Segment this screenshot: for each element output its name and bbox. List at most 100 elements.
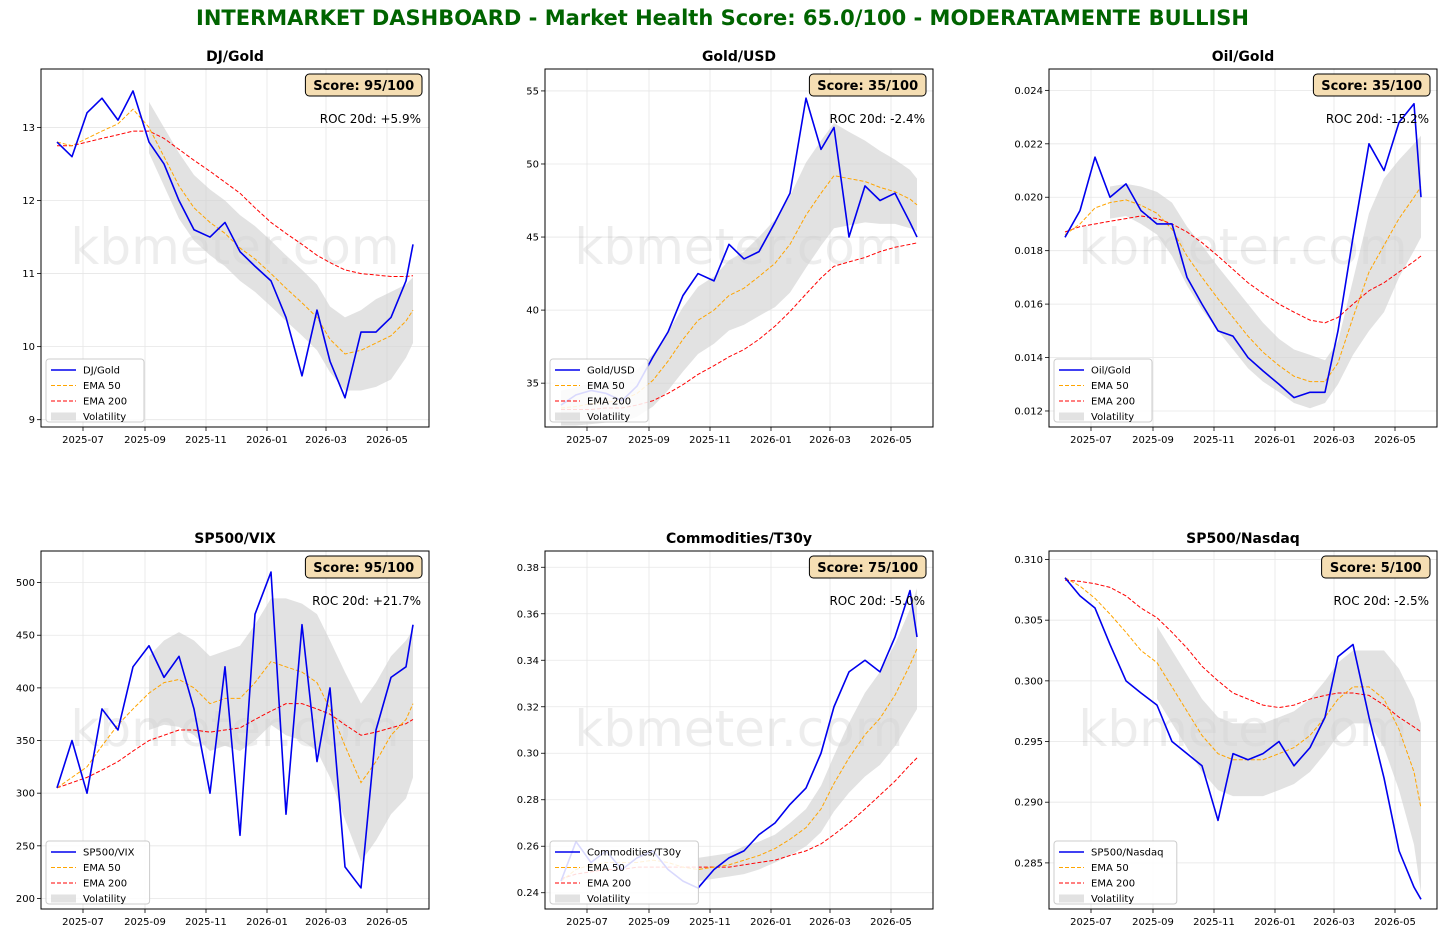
- x-tick-label: 2025-07: [62, 917, 104, 928]
- price-line: [56, 90, 414, 399]
- x-tick-label: 2025-07: [1070, 917, 1112, 928]
- x-tick-label: 2026-05: [870, 435, 912, 446]
- y-tick-label: 0.300: [1014, 676, 1043, 687]
- x-tick-label: 2026-03: [809, 435, 851, 446]
- legend-label: EMA 200: [1091, 397, 1135, 408]
- y-tick-label: 40: [526, 306, 539, 317]
- x-tick-label: 2026-03: [305, 435, 347, 446]
- legend-label: EMA 50: [587, 863, 625, 874]
- y-tick-label: 0.310: [1014, 555, 1043, 566]
- plot-frame: [40, 68, 430, 428]
- legend-label: EMA 200: [83, 397, 127, 408]
- score-label: Score: 35/100: [817, 79, 918, 94]
- legend-swatch: [1059, 412, 1084, 421]
- legend-label: EMA 200: [1091, 879, 1135, 890]
- y-tick-label: 0.022: [1014, 139, 1043, 150]
- legend-label: EMA 200: [587, 397, 631, 408]
- legend-label: Gold/USD: [587, 366, 635, 377]
- price-line: [1064, 102, 1422, 399]
- x-tick-label: 2026-01: [1254, 435, 1296, 446]
- x-tick-label: 2026-05: [870, 917, 912, 928]
- y-tick-label: 0.36: [517, 609, 539, 620]
- x-tick-label: 2026-01: [1254, 917, 1296, 928]
- x-tick-label: 2025-07: [1070, 435, 1112, 446]
- y-tick-label: 13: [22, 123, 35, 134]
- x-tick-label: 2025-11: [1193, 917, 1235, 928]
- roc-label: ROC 20d: -2.5%: [1333, 594, 1429, 608]
- x-tick-label: 2026-05: [1374, 435, 1416, 446]
- y-tick-label: 50: [526, 159, 539, 170]
- y-tick-label: 0.024: [1014, 86, 1043, 97]
- y-tick-label: 0.24: [517, 888, 539, 899]
- y-tick-label: 0.26: [517, 842, 539, 853]
- x-tick-label: 2026-05: [366, 917, 408, 928]
- roc-label: ROC 20d: +21.7%: [312, 594, 421, 608]
- legend-swatch: [1059, 894, 1084, 903]
- legend-label: Volatility: [1091, 894, 1134, 905]
- price-line: [56, 571, 414, 889]
- x-tick-label: 2025-09: [124, 435, 166, 446]
- y-tick-label: 0.38: [517, 563, 539, 574]
- legend-label: DJ/Gold: [83, 366, 120, 377]
- x-tick-label: 2025-11: [689, 435, 731, 446]
- legend-label: EMA 50: [587, 381, 625, 392]
- volatility-band: [1110, 135, 1421, 409]
- x-tick-label: 2026-05: [1374, 917, 1416, 928]
- legend-box: [45, 840, 151, 905]
- legend-label: EMA 50: [83, 381, 121, 392]
- legend-swatch: [555, 894, 580, 903]
- legend-label: Volatility: [1091, 412, 1134, 423]
- watermark: kbmeter.com: [1078, 218, 1407, 276]
- dashboard-title: INTERMARKET DASHBOARD - Market Health Sc…: [196, 6, 1249, 30]
- ema200-line: [56, 703, 414, 789]
- y-tick-label: 9: [29, 415, 35, 426]
- x-tick-label: 2025-07: [566, 435, 608, 446]
- y-tick-label: 400: [16, 683, 35, 694]
- plot-frame: [544, 68, 934, 428]
- x-tick-label: 2025-11: [185, 917, 227, 928]
- score-label: Score: 35/100: [1321, 79, 1422, 94]
- legend-label: SP500/Nasdaq: [1091, 848, 1163, 859]
- legend-swatch: [555, 412, 580, 421]
- y-tick-label: 250: [16, 841, 35, 852]
- y-tick-label: 0.32: [517, 702, 539, 713]
- y-tick-label: 0.012: [1014, 406, 1043, 417]
- x-tick-label: 2026-01: [750, 917, 792, 928]
- legend-label: EMA 200: [587, 879, 631, 890]
- score-box: [808, 555, 927, 579]
- legend-box: [549, 840, 699, 905]
- y-tick-label: 0.020: [1014, 193, 1043, 204]
- x-tick-label: 2025-09: [628, 435, 670, 446]
- y-tick-label: 0.290: [1014, 798, 1043, 809]
- x-tick-label: 2026-01: [750, 435, 792, 446]
- x-tick-label: 2025-07: [566, 917, 608, 928]
- legend-swatch: [51, 412, 76, 421]
- ema200-line: [1064, 579, 1422, 733]
- chart-sp500-nasdaq: kbmeter.com2025-072025-092025-112026-012…: [1014, 531, 1438, 928]
- score-box: [304, 73, 423, 97]
- y-tick-label: 350: [16, 736, 35, 747]
- x-tick-label: 2025-07: [62, 435, 104, 446]
- y-tick-label: 0.30: [517, 749, 539, 760]
- x-tick-label: 2026-01: [246, 917, 288, 928]
- ema50-line: [1064, 186, 1422, 383]
- y-tick-label: 0.285: [1014, 858, 1043, 869]
- plot-frame: [544, 550, 934, 910]
- price-line: [1064, 577, 1422, 900]
- roc-label: ROC 20d: +5.9%: [320, 112, 421, 126]
- x-tick-label: 2026-03: [1313, 917, 1355, 928]
- y-tick-label: 0.34: [517, 656, 539, 667]
- x-tick-label: 2025-09: [124, 917, 166, 928]
- legend-label: Commodities/T30y: [587, 848, 681, 859]
- legend-label: EMA 200: [83, 879, 127, 890]
- ema200-line: [57, 130, 414, 277]
- volatility-band: [149, 101, 413, 391]
- x-tick-label: 2026-01: [246, 435, 288, 446]
- score-label: Score: 95/100: [313, 79, 414, 94]
- chart-sp500-vix: kbmeter.com2025-072025-092025-112026-012…: [16, 531, 430, 928]
- roc-label: ROC 20d: -5.0%: [829, 594, 925, 608]
- chart-title: SP500/VIX: [194, 531, 276, 547]
- volatility-band: [698, 588, 917, 882]
